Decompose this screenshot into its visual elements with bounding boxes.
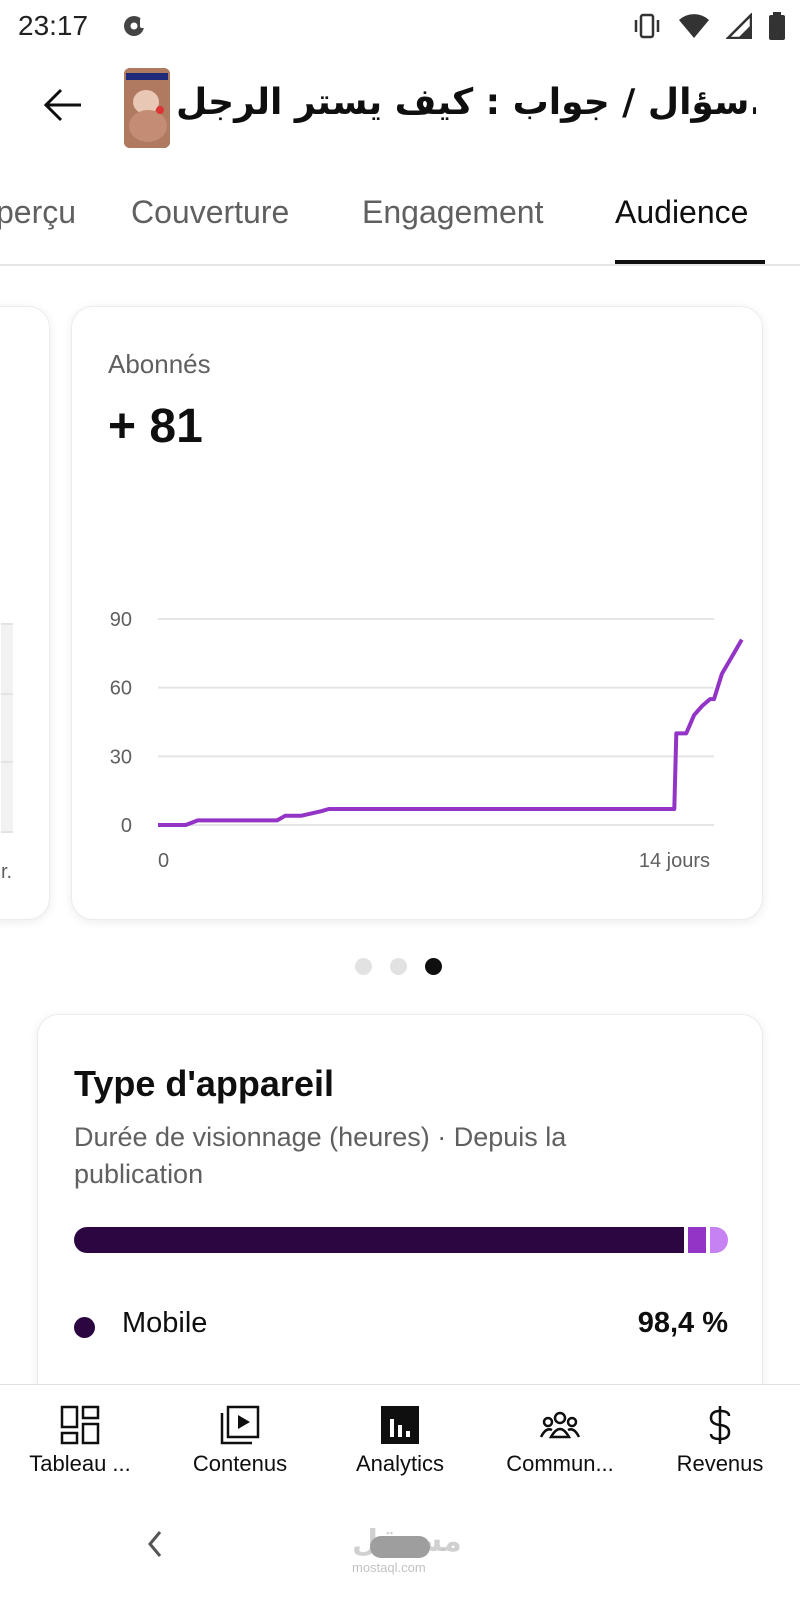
nav-analytics-label: Analytics [355,1451,445,1476]
analytics-icon [381,1406,419,1444]
nav-community-label: Commun... [506,1451,614,1476]
system-navigation: مستقل mostaql.com [0,1494,800,1600]
device-type-title: Type d'appareil [74,1063,334,1104]
status-time: 23:17 [18,10,89,41]
previous-card-chart: r. [1,623,13,883]
chart-y-ticks: 90 60 30 0 [110,609,132,837]
notification-app-icon [124,16,146,36]
system-home-pill[interactable] [370,1536,430,1558]
video-header: سؤال / جواب : كيف يستر الرجل... [0,60,800,152]
subscribers-series-line [158,638,744,827]
legend-value: 98,4 % [637,1307,728,1339]
previous-metric-card[interactable]: r. [0,306,50,920]
tab-overview[interactable]: perçu [0,194,77,230]
carousel-dot[interactable] [425,958,442,975]
vibrate-icon [634,13,660,39]
community-icon [540,1411,580,1439]
tab-engagement[interactable]: Engagement [362,194,544,230]
system-back-icon[interactable] [140,1524,170,1564]
bottom-navigation: Tableau ... Contenus Analytics Commun... [0,1384,800,1494]
y-tick-label: 0 [121,815,132,837]
nav-revenue-label: Revenus [676,1451,764,1476]
dollar-icon [709,1406,731,1444]
device-share-segment [710,1227,728,1253]
nav-analytics[interactable]: Analytics [320,1385,480,1495]
chart-gridlines [158,618,714,826]
battery-icon [769,12,785,40]
carousel-dot[interactable] [390,958,407,975]
device-type-subtitle: Durée de visionnage (heures) · Depuis la… [74,1122,567,1189]
watermark-url: mostaql.com [352,1560,426,1575]
analytics-tabs: perçu Couverture Engagement Audience [0,180,800,266]
x-tick-label: 0 [158,850,169,872]
dashboard-icon [60,1405,100,1445]
legend-row-mobile: Mobile 98,4 % [74,1305,728,1345]
subscribers-chart: 90 60 30 0 0 14 jours [110,609,744,872]
signal-icon [726,13,752,39]
video-title: سؤال / جواب : كيف يستر الرجل... [176,82,756,123]
carousel-dots [355,958,442,975]
device-share-segment [74,1227,684,1253]
subscribers-label: Abonnés [108,349,211,379]
nav-dashboard-label: Tableau ... [29,1451,131,1476]
legend-dot [74,1317,95,1338]
subscribers-value: + 81 [108,400,203,453]
tab-reach[interactable]: Couverture [131,194,290,230]
device-share-bar [74,1227,728,1253]
nav-revenue[interactable]: Revenus [640,1385,800,1495]
device-type-card[interactable]: Type d'appareil Durée de visionnage (heu… [37,1014,763,1434]
status-bar: 23:17 [0,0,800,52]
carousel-dot[interactable] [355,958,372,975]
subscribers-card[interactable]: Abonnés + 81 90 60 30 0 0 14 jours [71,306,763,920]
video-thumbnail-image [124,68,170,148]
previous-card-axis-label: r. [1,861,12,883]
nav-community[interactable]: Commun... [480,1385,640,1495]
y-tick-label: 60 [110,678,132,700]
video-thumbnail[interactable] [124,68,170,148]
nav-content[interactable]: Contenus [160,1385,320,1495]
arrow-left-icon [43,88,81,122]
chart-x-ticks: 0 14 jours [158,850,710,872]
nav-content-label: Contenus [192,1451,288,1476]
tab-audience[interactable]: Audience [615,194,749,230]
content-icon [220,1405,260,1445]
back-button[interactable] [36,78,90,132]
legend-label: Mobile [122,1307,208,1339]
nav-dashboard[interactable]: Tableau ... [0,1385,160,1495]
device-share-segment [688,1227,706,1253]
active-tab-indicator [615,260,765,264]
y-tick-label: 90 [110,609,132,631]
x-tick-label: 14 jours [639,850,710,872]
wifi-icon [679,14,709,38]
y-tick-label: 30 [110,746,132,768]
